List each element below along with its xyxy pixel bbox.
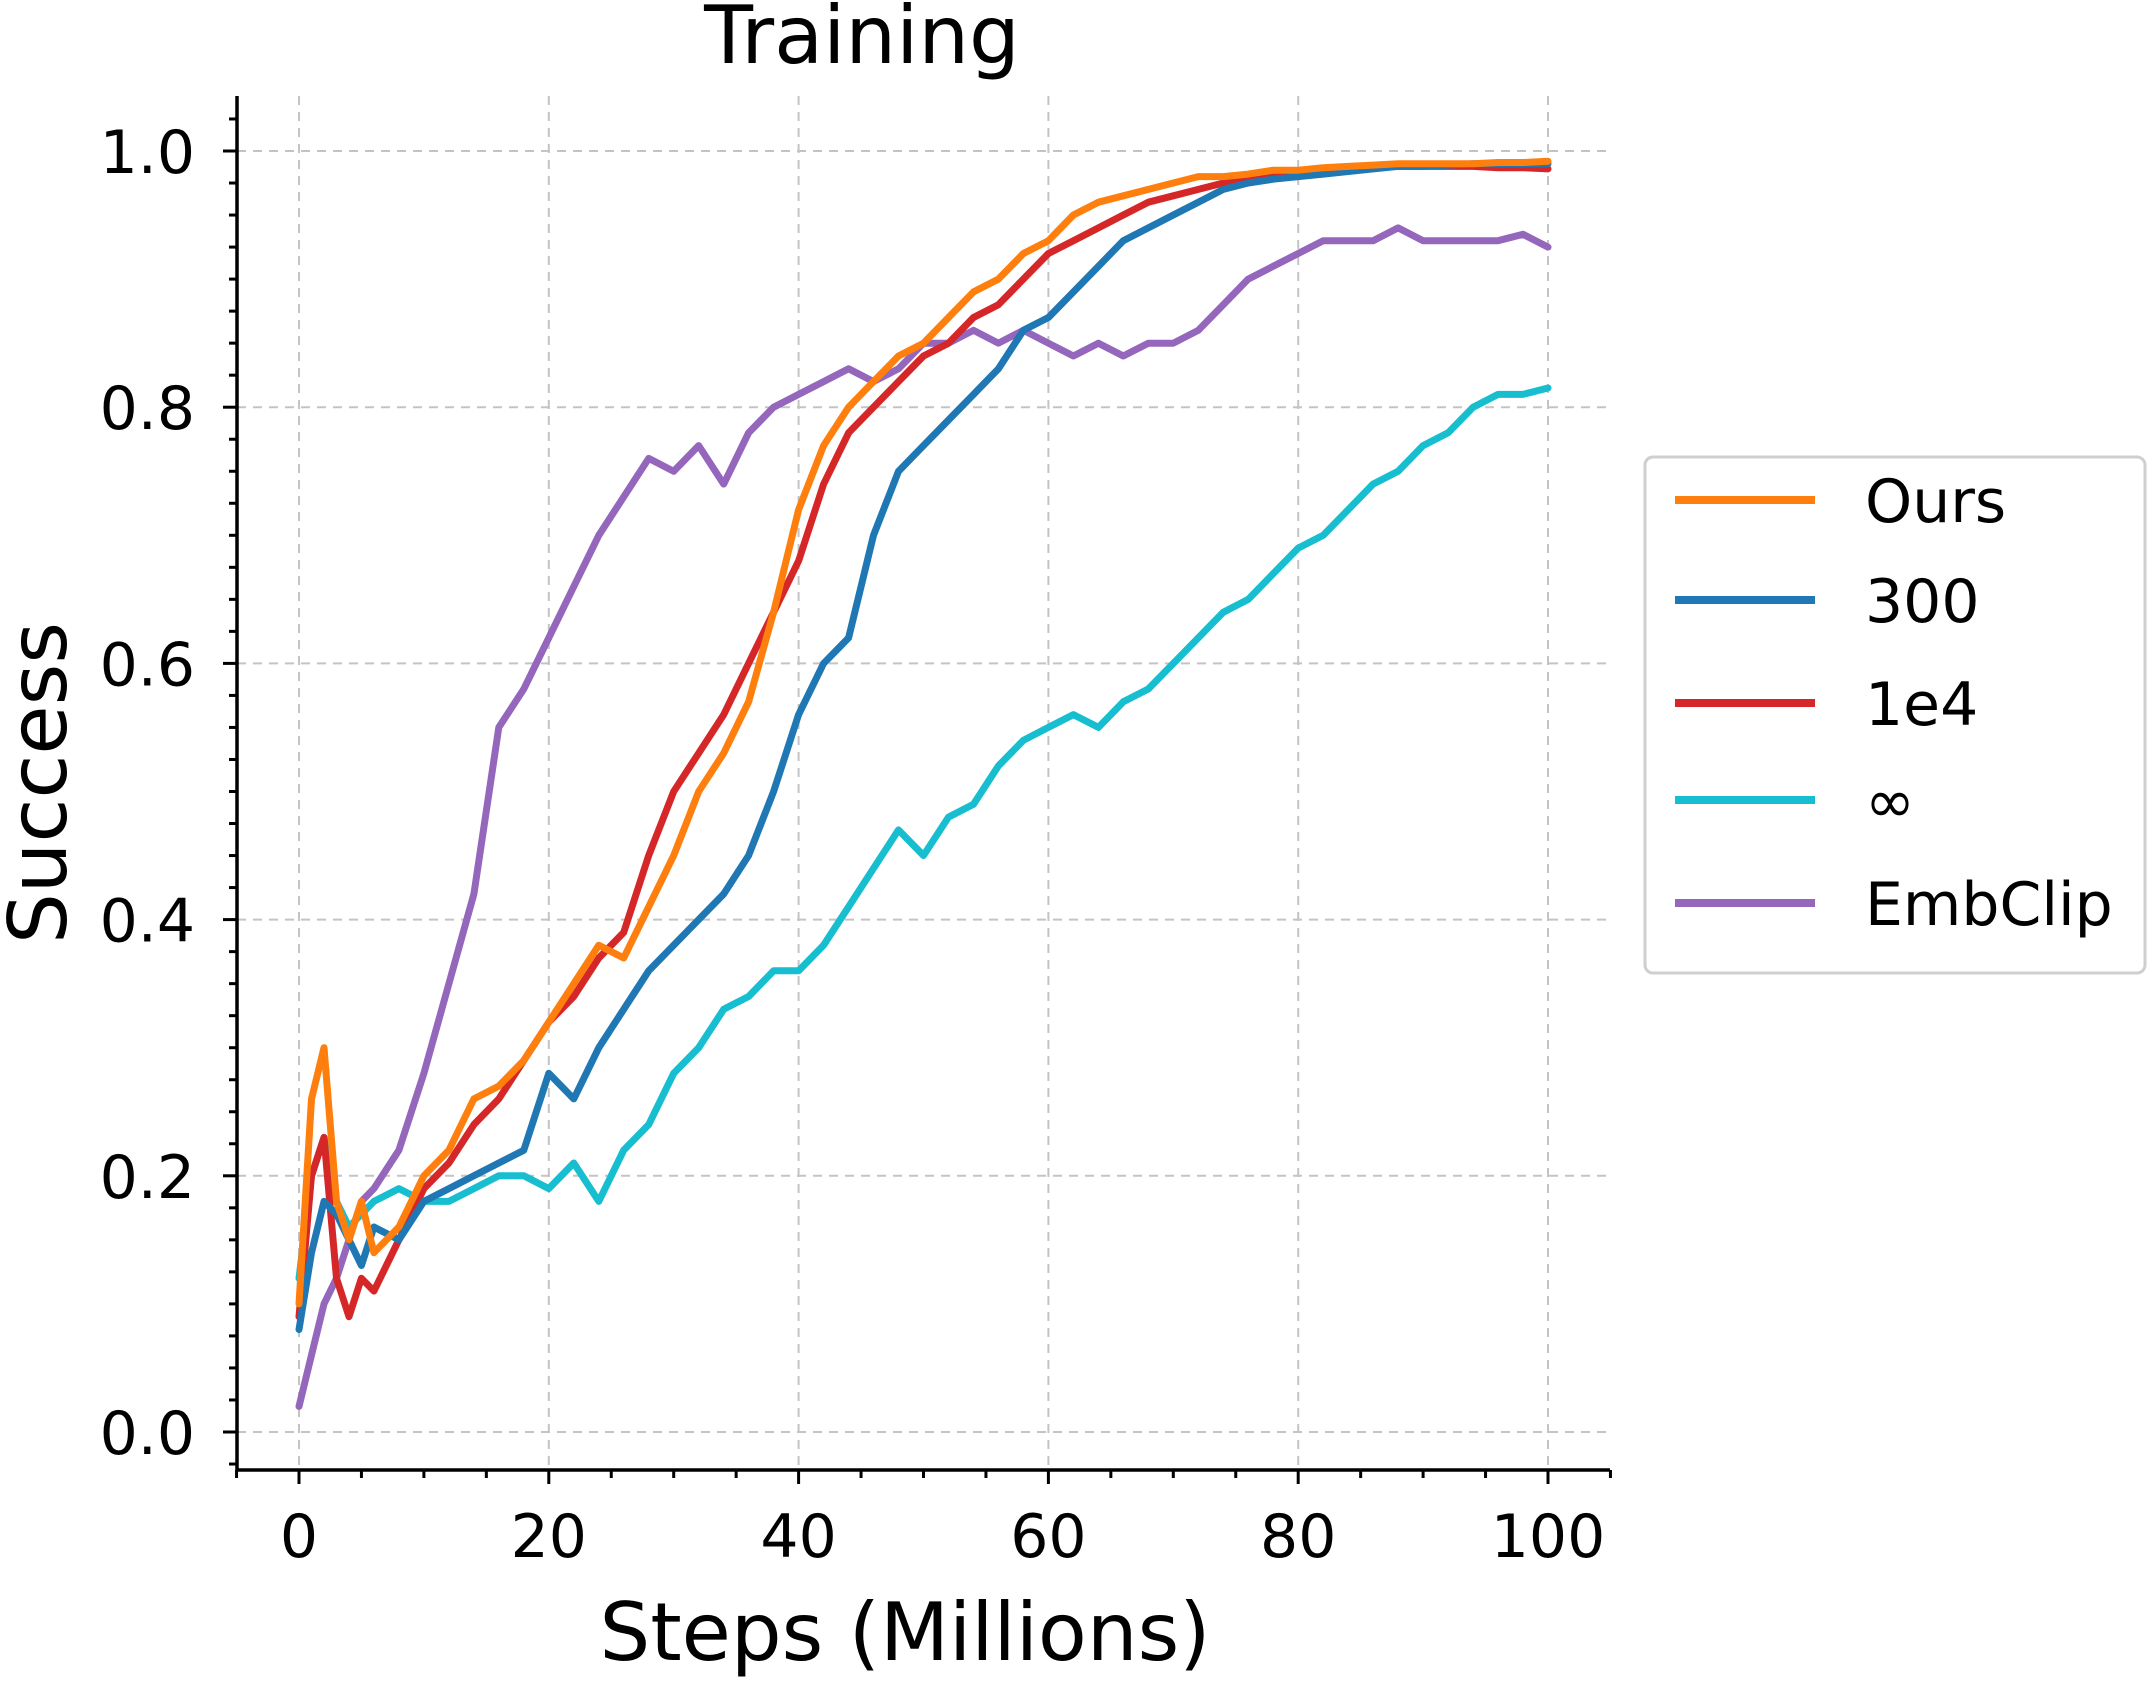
y-tick-label: 0.0 [100,1399,195,1469]
legend: Ours 300 1e4 ∞ EmbClip [1643,455,2147,975]
series-line-1 [295,160,1552,1333]
plot-area [295,157,1552,1410]
x-tick-label: 60 [1010,1502,1086,1572]
ticks: 0 20 40 60 80 100 0.0 0.2 0.4 0.6 0.8 1.0 [100,117,1612,1572]
x-tick-label: 80 [1260,1502,1336,1572]
legend-label: Ours [1865,467,2006,537]
x-tick-label: 20 [511,1502,587,1572]
legend-box [1643,455,2147,975]
y-tick-label: 1.0 [100,118,195,188]
y-axis-title: Success [0,622,85,944]
legend-label: 300 [1865,567,1980,637]
x-tick-label: 40 [760,1502,836,1572]
legend-label: ∞ [1865,767,1915,837]
y-tick-label: 0.4 [100,887,195,957]
series-line-0 [295,157,1552,1308]
y-tick-label: 0.2 [100,1143,195,1213]
axes [235,96,1610,1472]
series-line-4 [295,224,1552,1410]
chart-title: Training [703,0,1020,82]
y-tick-label: 0.6 [100,630,195,700]
grid [237,96,1610,1470]
legend-label: 1e4 [1865,670,1978,740]
x-tick-label: 100 [1491,1502,1606,1572]
series-line-3 [295,384,1552,1282]
y-tick-label: 0.8 [100,374,195,444]
x-tick-label: 0 [280,1502,318,1572]
x-axis-title: Steps (Millions) [600,1586,1211,1679]
legend-label: EmbClip [1865,870,2113,940]
